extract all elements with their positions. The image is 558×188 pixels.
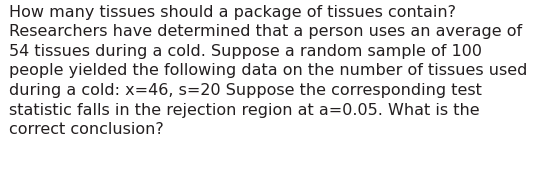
Text: How many tissues should a package of tissues contain?
Researchers have determine: How many tissues should a package of tis… <box>9 5 527 137</box>
